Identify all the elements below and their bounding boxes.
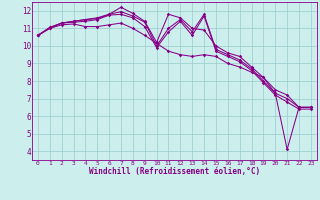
X-axis label: Windchill (Refroidissement éolien,°C): Windchill (Refroidissement éolien,°C) [89,167,260,176]
